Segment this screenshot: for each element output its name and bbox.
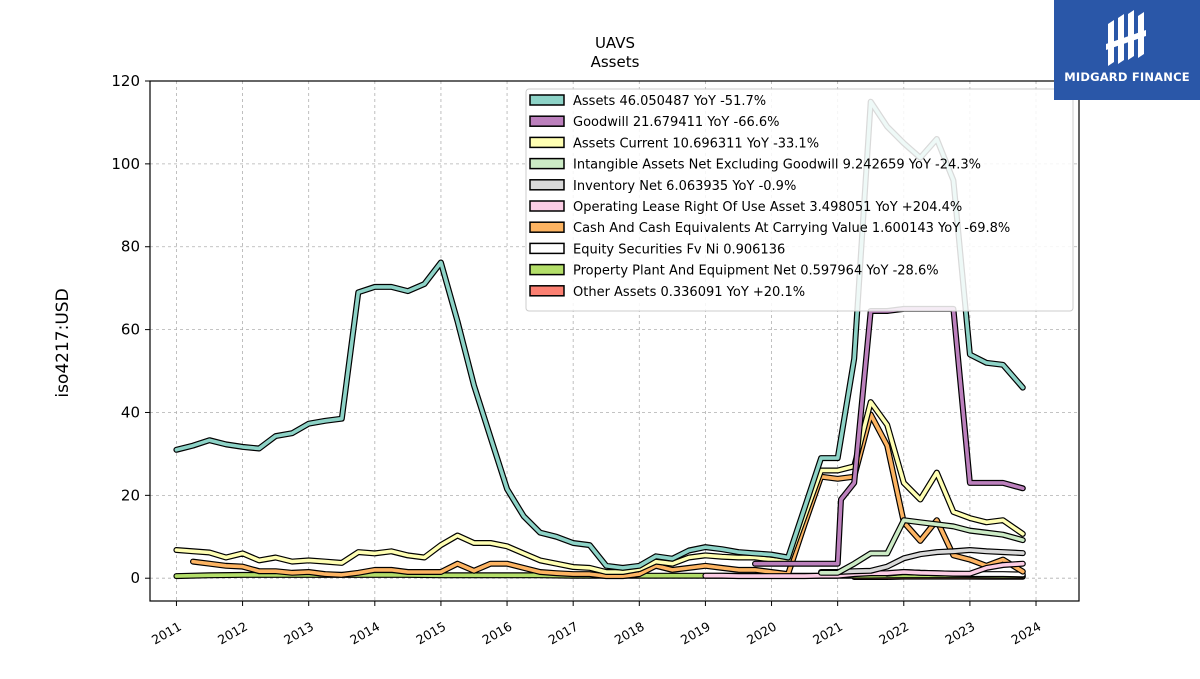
legend-swatch <box>530 265 564 275</box>
x-tick-label: 2024 <box>1008 619 1043 648</box>
brand-logo-icon <box>1054 0 1200 70</box>
x-tick-label: 2021 <box>810 619 845 648</box>
y-axis-label: iso4217:USD <box>53 288 73 397</box>
legend-label: Goodwill 21.679411 YoY -66.6% <box>573 115 780 130</box>
y-tick-label: 120 <box>111 72 140 90</box>
chart-title: UAVS <box>595 34 635 52</box>
legend-label: Operating Lease Right Of Use Asset 3.498… <box>573 200 962 215</box>
legend-swatch <box>530 116 564 126</box>
legend-label: Cash And Cash Equivalents At Carrying Va… <box>573 221 1010 236</box>
brand-logo-text: MIDGARD FINANCE <box>1054 70 1200 84</box>
x-tick-label: 2013 <box>281 619 316 648</box>
y-tick-label: 40 <box>121 403 140 421</box>
x-tick-label: 2011 <box>149 619 184 648</box>
x-tick-label: 2017 <box>546 619 581 648</box>
legend-swatch <box>530 137 564 147</box>
legend-label: Equity Securities Fv Ni 0.906136 <box>573 242 785 257</box>
x-tick-label: 2014 <box>347 619 382 648</box>
x-tick-label: 2022 <box>876 619 911 648</box>
x-tick-label: 2016 <box>480 619 515 648</box>
legend-swatch <box>530 201 564 211</box>
x-tick-label: 2018 <box>612 619 647 648</box>
brand-logo: MIDGARD FINANCE <box>1054 0 1200 100</box>
legend-label: Property Plant And Equipment Net 0.59796… <box>573 264 939 279</box>
legend-label: Other Assets 0.336091 YoY +20.1% <box>573 285 805 300</box>
y-tick-label: 80 <box>121 238 140 256</box>
legend-swatch <box>530 159 564 169</box>
legend-label: Assets Current 10.696311 YoY -33.1% <box>573 136 819 151</box>
legend: Assets 46.050487 YoY -51.7% Goodwill 21.6… <box>526 89 1073 311</box>
x-tick-label: 2012 <box>215 619 250 648</box>
legend-swatch <box>530 95 564 105</box>
chart-subtitle: Assets <box>591 53 640 71</box>
legend-label: Inventory Net 6.063935 YoY -0.9% <box>573 179 796 194</box>
x-tick-label: 2023 <box>942 619 977 648</box>
legend-swatch <box>530 286 564 296</box>
y-tick-label: 0 <box>130 569 140 587</box>
x-tick-label: 2015 <box>413 619 448 648</box>
y-tick-label: 60 <box>121 321 140 339</box>
legend-swatch <box>530 180 564 190</box>
legend-label: Assets 46.050487 YoY -51.7% <box>573 94 766 109</box>
legend-swatch <box>530 243 564 253</box>
legend-label: Intangible Assets Net Excluding Goodwill… <box>573 158 981 173</box>
x-tick-label: 2020 <box>744 619 779 648</box>
y-tick-label: 100 <box>111 155 140 173</box>
legend-swatch <box>530 222 564 232</box>
x-tick-label: 2019 <box>678 619 713 648</box>
y-tick-label: 20 <box>121 486 140 504</box>
